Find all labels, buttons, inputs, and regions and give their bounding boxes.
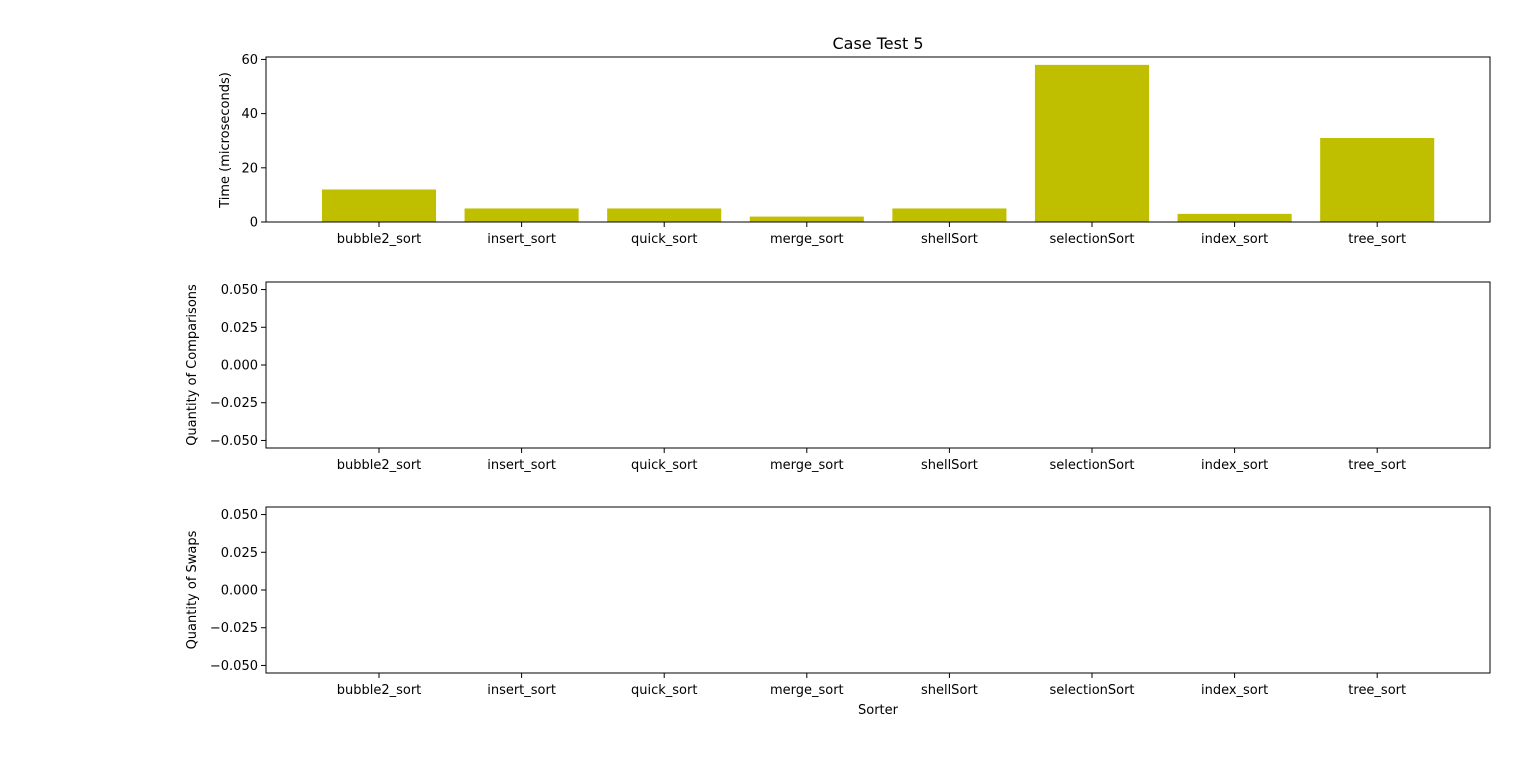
x-tick-label: merge_sort: [770, 683, 844, 698]
x-tick-label: tree_sort: [1348, 458, 1406, 473]
x-tick-label: index_sort: [1201, 232, 1268, 247]
plot-frame: [265, 56, 1491, 223]
x-ticks: bubble2_sort insert_sort quick_sort merge_s…: [337, 448, 1406, 473]
x-tick-label: quick_sort: [631, 232, 697, 247]
y-tick-label: −0.050: [210, 434, 258, 449]
x-tick-label: quick_sort: [631, 458, 697, 473]
y-tick-label: 0.000: [221, 584, 258, 599]
y-tick-label: 0.000: [221, 359, 258, 374]
y-tick-label: −0.050: [210, 659, 258, 674]
x-tick-label: bubble2_sort: [337, 458, 422, 473]
x-tick-label: selectionSort: [1049, 232, 1134, 247]
y-tick-label: 0: [250, 216, 258, 231]
plot-frame: [265, 281, 1491, 449]
x-tick-label: shellSort: [921, 683, 978, 698]
bar-merge_sort: [749, 216, 864, 222]
x-tick-label: bubble2_sort: [337, 683, 422, 698]
chart-title: Case Test 5: [832, 34, 923, 53]
bar-bubble2_sort: [321, 189, 437, 222]
x-tick-label: insert_sort: [487, 232, 556, 247]
plot-frame: [265, 506, 1491, 674]
bar-shellSort: [892, 208, 1007, 222]
x-tick-label: merge_sort: [770, 458, 844, 473]
y-ticks: −0.050 −0.025 0.000 0.025 0.050: [210, 283, 266, 449]
bar-tree_sort: [1320, 138, 1435, 222]
y-axis-label: Quantity of Swaps: [185, 530, 200, 649]
y-tick-label: −0.025: [210, 621, 258, 636]
x-tick-label: index_sort: [1201, 458, 1268, 473]
bar-quick_sort: [607, 208, 722, 222]
y-tick-label: 0.050: [221, 283, 258, 298]
y-tick-label: 0.050: [221, 508, 258, 523]
y-axis-label: Time (microseconds): [218, 72, 233, 209]
x-tick-label: tree_sort: [1348, 683, 1406, 698]
x-tick-label: shellSort: [921, 232, 978, 247]
bar-selectionSort: [1034, 64, 1150, 222]
y-tick-label: 20: [241, 161, 258, 176]
y-axis-label: Quantity of Comparisons: [185, 284, 200, 446]
x-tick-label: insert_sort: [487, 683, 556, 698]
y-ticks: −0.050 −0.025 0.000 0.025 0.050: [210, 508, 266, 674]
x-ticks: bubble2_sort insert_sort quick_sort merge_s…: [337, 222, 1406, 247]
x-tick-label: selectionSort: [1049, 458, 1134, 473]
x-tick-label: tree_sort: [1348, 232, 1406, 247]
x-tick-label: index_sort: [1201, 683, 1268, 698]
y-ticks: 0 20 40 60: [241, 53, 266, 231]
y-tick-label: 40: [241, 107, 258, 122]
x-tick-label: merge_sort: [770, 232, 844, 247]
x-tick-label: quick_sort: [631, 683, 697, 698]
y-tick-label: −0.025: [210, 396, 258, 411]
comparisons-chart: Quantity of Comparisons −0.050 −0.025 0.00…: [185, 281, 1491, 473]
x-tick-label: insert_sort: [487, 458, 556, 473]
y-tick-label: 0.025: [221, 546, 258, 561]
swaps-chart: Quantity of Swaps −0.050 −0.025 0.000 0.025…: [185, 506, 1491, 718]
x-tick-label: bubble2_sort: [337, 232, 422, 247]
x-tick-label: shellSort: [921, 458, 978, 473]
bar-index_sort: [1177, 213, 1292, 222]
bar-insert_sort: [464, 208, 579, 222]
y-tick-label: 60: [241, 53, 258, 68]
bars: [321, 64, 1435, 222]
x-tick-label: selectionSort: [1049, 683, 1134, 698]
y-tick-label: 0.025: [221, 321, 258, 336]
x-axis-label: Sorter: [858, 703, 899, 718]
time-chart: Case Test 5 Time (microseconds) 0204060 …: [218, 34, 1491, 247]
x-ticks: bubble2_sort insert_sort quick_sort merge_s…: [337, 673, 1406, 698]
